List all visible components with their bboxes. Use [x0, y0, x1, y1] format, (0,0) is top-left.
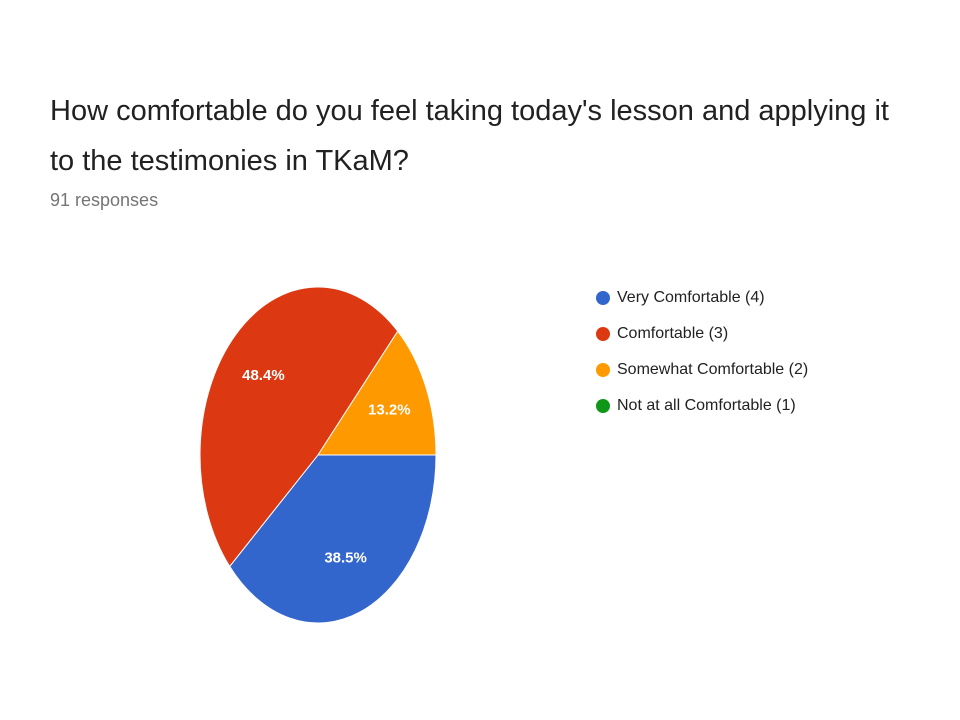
chart-subtitle: 91 responses [50, 190, 159, 210]
pie-slice [317, 330, 437, 456]
slice-label: 13.2% [368, 401, 411, 418]
legend-label: Comfortable (3) [617, 325, 728, 342]
pie-slice [229, 454, 437, 624]
pie-slice [199, 286, 399, 568]
legend-label: Very Comfortable (4) [617, 289, 765, 306]
slice-label: 48.4% [242, 367, 285, 384]
legend-swatch [596, 363, 610, 377]
legend-swatch [596, 327, 610, 341]
legend-label: Not at all Comfortable (1) [617, 397, 796, 414]
legend-swatch [596, 291, 610, 305]
slice-label: 38.5% [324, 550, 367, 567]
legend-swatch [596, 399, 610, 413]
chart-title: How comfortable do you feel taking today… [50, 95, 889, 177]
legend-label: Somewhat Comfortable (2) [617, 361, 808, 378]
